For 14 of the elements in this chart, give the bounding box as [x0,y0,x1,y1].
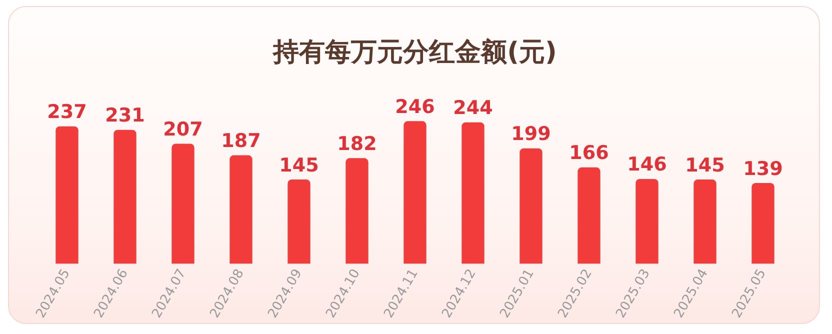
data-label: 199 [511,123,551,146]
data-label: 139 [743,158,783,180]
data-label: 182 [337,132,377,155]
data-label: 146 [627,154,667,176]
data-label: 166 [569,142,609,164]
data-label: 246 [395,96,435,118]
data-label: 187 [221,130,261,152]
chart-title: 持有每万元分红金额(元) [272,37,557,68]
data-label: 145 [279,154,319,176]
data-label: 244 [453,97,493,120]
data-label: 237 [47,101,87,124]
data-label: 145 [685,154,725,176]
data-label: 231 [105,104,145,127]
data-label: 207 [163,118,203,140]
